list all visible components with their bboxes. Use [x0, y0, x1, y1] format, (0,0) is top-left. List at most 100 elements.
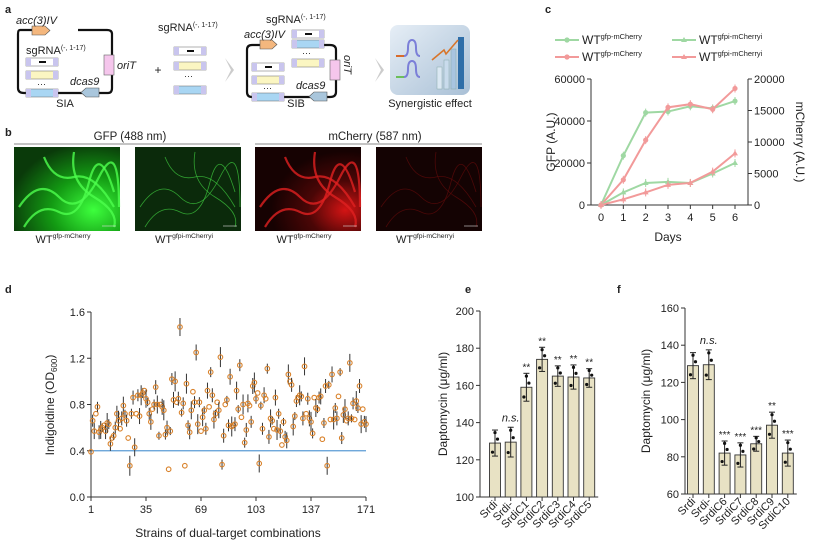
significance-label: n.s. [700, 335, 718, 347]
data-point [338, 435, 345, 441]
x-tick-label: 103 [247, 504, 265, 516]
data-point [198, 428, 204, 434]
data-point [105, 421, 112, 428]
y-tick-label: 1.6 [70, 307, 85, 319]
sib-dcas9-label: dcas9 [296, 80, 325, 92]
replicate-dot [590, 373, 594, 377]
plus-sign: + [154, 63, 161, 77]
replicate-dot [524, 374, 529, 378]
data-point [359, 406, 366, 412]
data-point [172, 378, 178, 385]
data-point [94, 403, 101, 410]
data-point [254, 390, 261, 396]
data-point [193, 349, 199, 356]
hyphae-trace [144, 163, 236, 228]
bar [687, 365, 699, 495]
sib-orit-label: oriT [341, 55, 353, 75]
data-point [183, 380, 190, 387]
data-point [204, 387, 211, 394]
sia-acc3iv-label: acc(3)IV [16, 15, 59, 27]
sgrna-cassettes [25, 57, 59, 98]
y-tick-label: 100 [661, 415, 679, 427]
hyphae-trace [42, 156, 115, 208]
data-point [269, 417, 276, 424]
data-point [188, 407, 195, 414]
data-point [266, 434, 272, 440]
significance-label: ** [538, 336, 546, 347]
significance-label: *** [750, 425, 762, 436]
sia-dots: ··· [37, 79, 46, 89]
library-sgrna-label: sgRNA(-, 1-17) [158, 22, 218, 34]
data-point [217, 354, 224, 360]
data-point [164, 424, 170, 431]
sib-acc3iv-label: acc(3)IV [244, 29, 287, 41]
significance-label: ** [554, 355, 562, 366]
x-tick-label: 5 [710, 212, 716, 224]
data-point [270, 425, 277, 432]
sia-label: SIA [56, 98, 74, 110]
bar [551, 375, 564, 498]
dcas9-gene-icon [80, 87, 100, 98]
data-point [211, 416, 217, 423]
data-point [88, 449, 94, 455]
replicate-dot [509, 428, 513, 432]
x-tick-label: 0 [598, 212, 604, 224]
data-point [732, 160, 738, 165]
legend-entry: WTgfpi-mCherryi [699, 32, 763, 47]
data-point [118, 415, 125, 422]
replicate-dot [738, 443, 743, 447]
hyphae-trace [72, 151, 116, 228]
y-tick-label: 120 [661, 377, 679, 389]
micrograph-label: WTgfpi-mCherryi [155, 233, 213, 246]
hyphae-trace [385, 163, 477, 228]
legend-entry: WTgfp-mCherry [582, 32, 642, 47]
y-axis-label: Daptomycin (μg/ml) [639, 349, 653, 453]
data-point [342, 406, 348, 412]
synergistic-effect-label: Synergistic effect [388, 98, 472, 110]
data-point [256, 460, 263, 467]
legend-entry-base: WT [699, 33, 718, 47]
data-point [110, 432, 117, 439]
micrograph-label: WTgfpi-mCherryi [396, 233, 454, 246]
data-point [144, 399, 151, 406]
y-tick-label: 160 [456, 380, 474, 392]
y-tick-label: 140 [661, 340, 679, 352]
data-point [337, 369, 343, 375]
micrograph-label: WTgfp-mCherry [36, 233, 92, 246]
data-point [214, 399, 221, 406]
micrograph-label-base: WT [155, 234, 172, 246]
data-point [253, 395, 259, 402]
replicate-dot [493, 431, 497, 435]
legend-marker [564, 37, 570, 43]
data-point [130, 394, 136, 401]
replicate-dot [725, 447, 729, 452]
data-point [122, 410, 128, 417]
y-axis-label: Daptomycin (μg/ml) [436, 352, 450, 456]
data-point [212, 410, 219, 417]
replicate-dot [571, 365, 576, 369]
bar [567, 376, 580, 498]
y-axis-label: GFP (A.U.) [544, 112, 558, 171]
significance-label: *** [782, 429, 794, 440]
replicate-dot [540, 348, 544, 352]
data-point [151, 401, 157, 408]
data-point [709, 168, 716, 174]
synergistic-effect-graphic: Synergistic effect [388, 25, 472, 110]
data-point [238, 414, 245, 421]
replicate-dot [574, 371, 578, 376]
hyphae-trace [23, 163, 116, 228]
data-point [308, 418, 314, 425]
data-point [620, 196, 627, 202]
legend-entry-sup: gfp-mCherry [601, 32, 643, 41]
replicate-dot [752, 447, 756, 451]
replicate-dot [783, 460, 787, 464]
data-point [203, 425, 209, 432]
hyphae-trace [434, 151, 478, 228]
acc3iv-gene-icon [31, 25, 51, 36]
y-tick-label: 100 [456, 492, 474, 504]
micrograph-label: WTgfp-mCherry [277, 233, 333, 246]
data-point [327, 416, 334, 423]
data-point [290, 423, 297, 430]
y2-tick-label: 0 [754, 200, 760, 212]
